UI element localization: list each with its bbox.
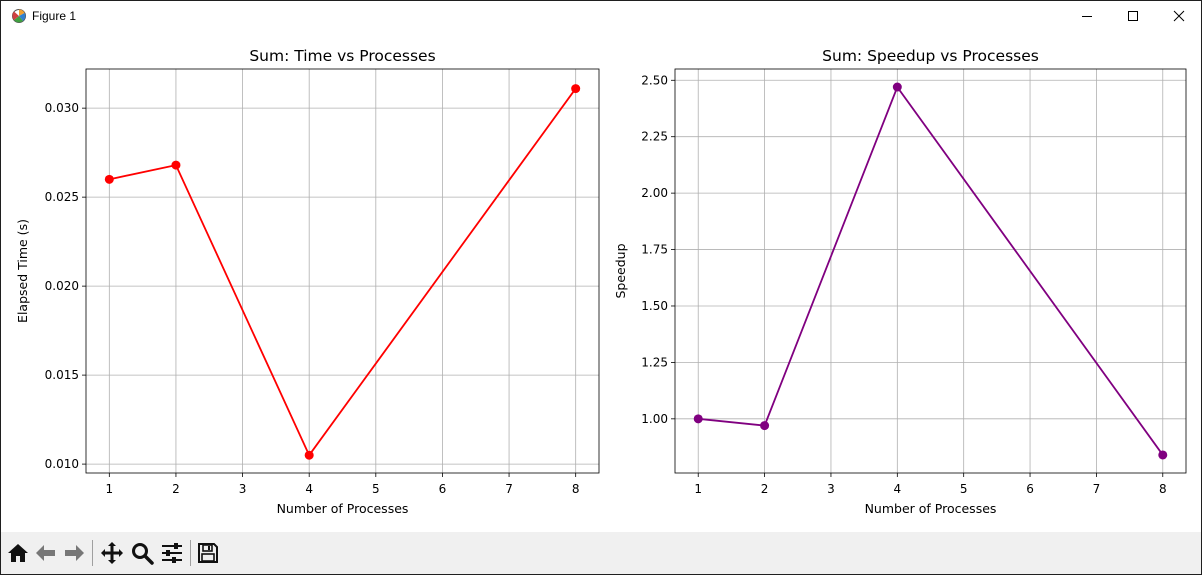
x-tick-label: 1 bbox=[694, 482, 702, 496]
x-tick-label: 3 bbox=[239, 482, 247, 496]
figure-canvas: 1 2 3 4 5 6 7 8 0.010 0.015 0.020 0.025 0.030 Sum: Ti… bbox=[15, 47, 1187, 516]
minimize-button[interactable] bbox=[1064, 1, 1110, 31]
maximize-button[interactable] bbox=[1110, 1, 1156, 31]
x-tick-label: 4 bbox=[893, 482, 901, 496]
chart-2: 1 2 3 4 5 6 7 8 1.00 1.25 1.50 1.75 2.00 2.25 2.50 Sum:… bbox=[613, 47, 1187, 516]
x-tick-label: 6 bbox=[439, 482, 447, 496]
y-tick-label: 1.50 bbox=[641, 299, 668, 313]
axes-frame bbox=[85, 68, 600, 474]
y-axis-label: Speedup bbox=[613, 243, 628, 298]
maximize-icon bbox=[1128, 11, 1138, 21]
pan-button[interactable] bbox=[98, 538, 126, 568]
data-point bbox=[104, 174, 114, 184]
x-tick-label: 8 bbox=[572, 482, 580, 496]
chart-title: Sum: Time vs Processes bbox=[249, 47, 435, 65]
close-icon bbox=[1173, 10, 1185, 22]
y-tick-label: 2.50 bbox=[641, 73, 668, 87]
chart-title: Sum: Speedup vs Processes bbox=[822, 47, 1039, 65]
data-point bbox=[760, 421, 770, 431]
forward-icon bbox=[65, 545, 84, 561]
chart-1: 1 2 3 4 5 6 7 8 0.010 0.015 0.020 0.025 0.030 Sum: Ti… bbox=[15, 47, 600, 516]
y-tick-label: 1.00 bbox=[641, 412, 668, 426]
x-axis-label: Number of Processes bbox=[865, 501, 997, 516]
x-tick-label: 5 bbox=[372, 482, 380, 496]
y-tick-label: 0.010 bbox=[45, 457, 79, 471]
forward-button[interactable] bbox=[60, 538, 88, 568]
x-tick-label: 5 bbox=[960, 482, 968, 496]
data-point bbox=[1158, 450, 1168, 460]
navigation-toolbar bbox=[1, 532, 1201, 574]
y-tick-label: 0.020 bbox=[45, 279, 79, 293]
home-icon bbox=[8, 544, 28, 562]
save-icon bbox=[198, 543, 218, 563]
x-tick-label: 7 bbox=[1093, 482, 1101, 496]
y-tick-label: 2.25 bbox=[641, 130, 668, 144]
series-line bbox=[698, 85, 1164, 456]
x-axis-label: Number of Processes bbox=[277, 501, 409, 516]
save-button[interactable] bbox=[194, 538, 222, 568]
x-tick-label: 6 bbox=[1026, 482, 1034, 496]
x-tick-label: 7 bbox=[505, 482, 513, 496]
x-tick-label: 2 bbox=[172, 482, 180, 496]
configure-subplots-button[interactable] bbox=[158, 538, 186, 568]
x-tick-label: 3 bbox=[827, 482, 835, 496]
y-tick-label: 0.015 bbox=[45, 368, 79, 382]
data-point bbox=[693, 414, 703, 424]
data-point bbox=[571, 84, 581, 94]
toolbar-separator bbox=[92, 540, 93, 566]
x-tick-label: 1 bbox=[105, 482, 113, 496]
y-tick-label: 1.25 bbox=[641, 355, 668, 369]
configure-subplots-icon bbox=[162, 543, 182, 563]
axes-frame bbox=[674, 68, 1187, 474]
x-tick-label: 8 bbox=[1159, 482, 1167, 496]
y-tick-label: 1.75 bbox=[641, 243, 668, 257]
series-line bbox=[109, 88, 577, 457]
data-point bbox=[304, 450, 314, 460]
pan-icon bbox=[101, 542, 123, 564]
home-button[interactable] bbox=[4, 538, 32, 568]
x-tick-label: 4 bbox=[305, 482, 313, 496]
window-title: Figure 1 bbox=[32, 9, 77, 23]
close-button[interactable] bbox=[1156, 1, 1202, 31]
zoom-button[interactable] bbox=[128, 538, 156, 568]
toolbar-separator bbox=[190, 540, 191, 566]
x-tick-label: 2 bbox=[761, 482, 769, 496]
data-point bbox=[892, 82, 902, 92]
minimize-icon bbox=[1082, 16, 1092, 17]
back-icon bbox=[36, 545, 55, 561]
y-tick-label: 0.025 bbox=[45, 190, 79, 204]
zoom-icon bbox=[132, 543, 154, 565]
title-bar[interactable]: Figure 1 bbox=[1, 1, 1201, 31]
back-button[interactable] bbox=[32, 538, 60, 568]
matplotlib-icon bbox=[12, 9, 26, 23]
y-tick-label: 2.00 bbox=[641, 186, 668, 200]
y-tick-label: 0.030 bbox=[45, 101, 79, 115]
data-point bbox=[171, 160, 181, 170]
y-axis-label: Elapsed Time (s) bbox=[15, 219, 30, 323]
